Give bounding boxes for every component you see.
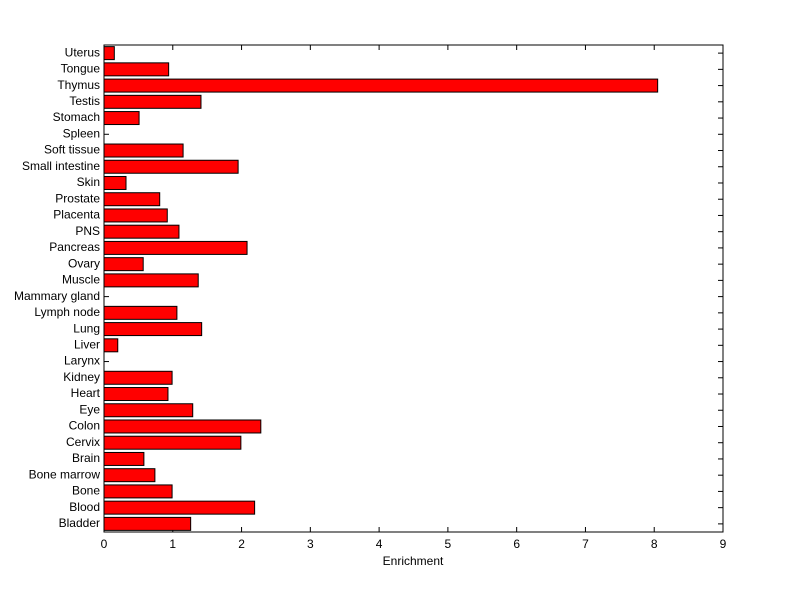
y-tick-label: Skin [77, 175, 100, 189]
x-tick-label: 4 [376, 537, 383, 551]
y-tick-label: Brain [72, 451, 100, 465]
bar [103, 305, 178, 320]
y-tick-label: Thymus [57, 78, 100, 92]
x-tick-label: 0 [101, 537, 108, 551]
y-tick-label: Lung [73, 321, 100, 335]
bar [103, 159, 239, 174]
y-tick-label: Eye [79, 402, 100, 416]
y-tick-label: Uterus [65, 45, 100, 59]
bar [103, 224, 180, 239]
bar [103, 273, 199, 288]
bar [103, 257, 144, 272]
bar [103, 78, 659, 93]
bar [103, 46, 115, 61]
x-tick-label: 9 [720, 537, 727, 551]
y-tick-label: Soft tissue [44, 143, 100, 157]
y-tick-label: Ovary [68, 256, 100, 270]
y-tick-label: Blood [69, 500, 100, 514]
bar [103, 451, 145, 466]
bar [103, 192, 161, 207]
y-tick-label: Liver [74, 337, 100, 351]
y-tick-label: Kidney [63, 370, 100, 384]
bar [103, 175, 127, 190]
y-tick-label: Placenta [53, 208, 100, 222]
x-axis-label: Enrichment [383, 554, 444, 568]
y-tick-label: Bladder [59, 516, 100, 530]
bar [103, 370, 173, 385]
y-tick-label: Testis [69, 94, 100, 108]
bar [103, 500, 256, 515]
bar [103, 484, 173, 499]
bar [103, 435, 242, 450]
x-tick-label: 6 [513, 537, 520, 551]
plot-frame [103, 44, 724, 533]
x-tick-label: 5 [445, 537, 452, 551]
bar [103, 111, 140, 126]
bar [103, 387, 169, 402]
x-tick-label: 3 [307, 537, 314, 551]
y-tick-label: PNS [75, 224, 100, 238]
bar [103, 419, 262, 434]
y-tick-label: Colon [69, 419, 100, 433]
x-tick-label: 1 [169, 537, 176, 551]
bar [103, 322, 203, 337]
y-tick-label: Bone [72, 484, 100, 498]
bar [103, 338, 119, 353]
y-tick-label: Lymph node [34, 305, 100, 319]
y-tick-label: Tongue [61, 62, 101, 76]
y-tick-label: Heart [71, 386, 101, 400]
x-tick-label: 8 [651, 537, 658, 551]
x-tick-label: 2 [238, 537, 245, 551]
bar [103, 240, 248, 255]
y-tick-label: Larynx [64, 354, 100, 368]
bar [103, 143, 184, 158]
y-tick-label: Spleen [63, 126, 100, 140]
y-tick-label: Stomach [53, 110, 100, 124]
y-tick-label: Muscle [62, 273, 100, 287]
bar [103, 403, 194, 418]
bar [103, 62, 170, 77]
bar [103, 94, 202, 109]
y-tick-label: Small intestine [22, 159, 100, 173]
y-tick-label: Bone marrow [29, 467, 101, 481]
y-tick-label: Pancreas [49, 240, 100, 254]
y-tick-label: Prostate [55, 191, 100, 205]
bar [103, 516, 192, 531]
bar [103, 208, 168, 223]
y-tick-label: Cervix [66, 435, 100, 449]
bar [103, 468, 156, 483]
x-tick-label: 7 [582, 537, 589, 551]
y-tick-label: Mammary gland [14, 289, 100, 303]
